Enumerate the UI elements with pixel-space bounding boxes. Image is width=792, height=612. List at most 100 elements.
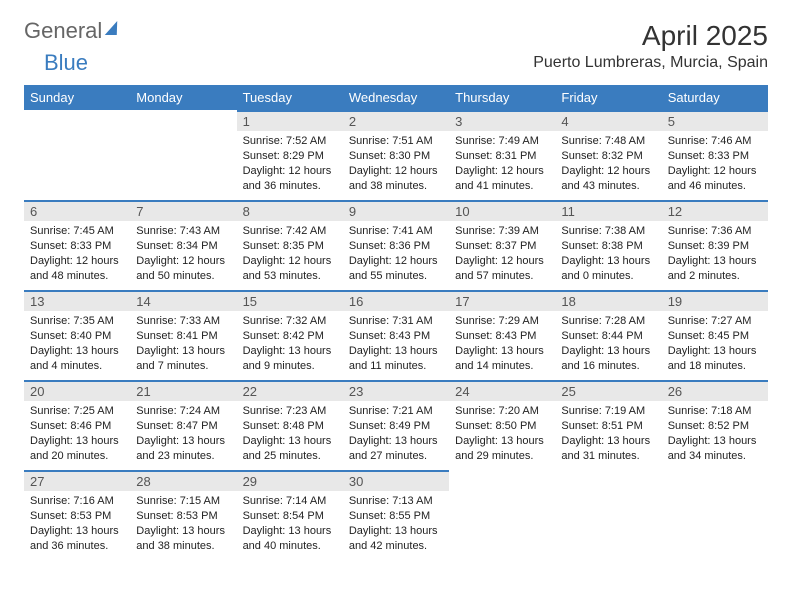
day-number: 8 bbox=[237, 200, 343, 221]
calendar-cell: 19Sunrise: 7:27 AMSunset: 8:45 PMDayligh… bbox=[662, 290, 768, 380]
sunset-line: Sunset: 8:36 PM bbox=[349, 239, 443, 254]
daylight-line: Daylight: 13 hours and 27 minutes. bbox=[349, 434, 443, 464]
day-details: Sunrise: 7:23 AMSunset: 8:48 PMDaylight:… bbox=[237, 401, 343, 470]
calendar-cell: 13Sunrise: 7:35 AMSunset: 8:40 PMDayligh… bbox=[24, 290, 130, 380]
logo-word-1: General bbox=[24, 20, 102, 42]
calendar-cell: 24Sunrise: 7:20 AMSunset: 8:50 PMDayligh… bbox=[449, 380, 555, 470]
daylight-line: Daylight: 12 hours and 48 minutes. bbox=[30, 254, 124, 284]
sunset-line: Sunset: 8:29 PM bbox=[243, 149, 337, 164]
daylight-line: Daylight: 12 hours and 53 minutes. bbox=[243, 254, 337, 284]
sunset-line: Sunset: 8:52 PM bbox=[668, 419, 762, 434]
logo-triangle-icon bbox=[105, 21, 119, 35]
sunrise-line: Sunrise: 7:36 AM bbox=[668, 224, 762, 239]
sunrise-line: Sunrise: 7:32 AM bbox=[243, 314, 337, 329]
calendar-cell: 14Sunrise: 7:33 AMSunset: 8:41 PMDayligh… bbox=[130, 290, 236, 380]
sunrise-line: Sunrise: 7:41 AM bbox=[349, 224, 443, 239]
sunrise-line: Sunrise: 7:49 AM bbox=[455, 134, 549, 149]
calendar-cell: 11Sunrise: 7:38 AMSunset: 8:38 PMDayligh… bbox=[555, 200, 661, 290]
sunset-line: Sunset: 8:51 PM bbox=[561, 419, 655, 434]
day-details: Sunrise: 7:43 AMSunset: 8:34 PMDaylight:… bbox=[130, 221, 236, 290]
day-details: Sunrise: 7:24 AMSunset: 8:47 PMDaylight:… bbox=[130, 401, 236, 470]
sunrise-line: Sunrise: 7:24 AM bbox=[136, 404, 230, 419]
day-details: Sunrise: 7:18 AMSunset: 8:52 PMDaylight:… bbox=[662, 401, 768, 470]
sunrise-line: Sunrise: 7:38 AM bbox=[561, 224, 655, 239]
calendar-cell: 26Sunrise: 7:18 AMSunset: 8:52 PMDayligh… bbox=[662, 380, 768, 470]
day-number: 11 bbox=[555, 200, 661, 221]
day-details: Sunrise: 7:13 AMSunset: 8:55 PMDaylight:… bbox=[343, 491, 449, 560]
sunset-line: Sunset: 8:40 PM bbox=[30, 329, 124, 344]
calendar-cell: 2Sunrise: 7:51 AMSunset: 8:30 PMDaylight… bbox=[343, 110, 449, 200]
sunrise-line: Sunrise: 7:15 AM bbox=[136, 494, 230, 509]
daylight-line: Daylight: 13 hours and 2 minutes. bbox=[668, 254, 762, 284]
day-number: 19 bbox=[662, 290, 768, 311]
daylight-line: Daylight: 13 hours and 11 minutes. bbox=[349, 344, 443, 374]
calendar-cell: 17Sunrise: 7:29 AMSunset: 8:43 PMDayligh… bbox=[449, 290, 555, 380]
sunrise-line: Sunrise: 7:33 AM bbox=[136, 314, 230, 329]
day-details: Sunrise: 7:35 AMSunset: 8:40 PMDaylight:… bbox=[24, 311, 130, 380]
day-number: 30 bbox=[343, 470, 449, 491]
daylight-line: Daylight: 13 hours and 31 minutes. bbox=[561, 434, 655, 464]
day-details: Sunrise: 7:29 AMSunset: 8:43 PMDaylight:… bbox=[449, 311, 555, 380]
day-number: 27 bbox=[24, 470, 130, 491]
day-number: 29 bbox=[237, 470, 343, 491]
sunset-line: Sunset: 8:32 PM bbox=[561, 149, 655, 164]
daylight-line: Daylight: 13 hours and 4 minutes. bbox=[30, 344, 124, 374]
sunrise-line: Sunrise: 7:52 AM bbox=[243, 134, 337, 149]
daylight-line: Daylight: 13 hours and 40 minutes. bbox=[243, 524, 337, 554]
sunrise-line: Sunrise: 7:27 AM bbox=[668, 314, 762, 329]
location-label: Puerto Lumbreras, Murcia, Spain bbox=[533, 54, 768, 72]
day-number: 26 bbox=[662, 380, 768, 401]
day-details: Sunrise: 7:51 AMSunset: 8:30 PMDaylight:… bbox=[343, 131, 449, 200]
daylight-line: Daylight: 12 hours and 43 minutes. bbox=[561, 164, 655, 194]
day-details: Sunrise: 7:49 AMSunset: 8:31 PMDaylight:… bbox=[449, 131, 555, 200]
calendar-cell: 25Sunrise: 7:19 AMSunset: 8:51 PMDayligh… bbox=[555, 380, 661, 470]
day-number-empty bbox=[555, 470, 661, 491]
day-number: 3 bbox=[449, 110, 555, 131]
daylight-line: Daylight: 13 hours and 38 minutes. bbox=[136, 524, 230, 554]
day-details: Sunrise: 7:52 AMSunset: 8:29 PMDaylight:… bbox=[237, 131, 343, 200]
day-details: Sunrise: 7:19 AMSunset: 8:51 PMDaylight:… bbox=[555, 401, 661, 470]
sunrise-line: Sunrise: 7:39 AM bbox=[455, 224, 549, 239]
calendar-cell: 3Sunrise: 7:49 AMSunset: 8:31 PMDaylight… bbox=[449, 110, 555, 200]
daylight-line: Daylight: 13 hours and 9 minutes. bbox=[243, 344, 337, 374]
calendar-cell: 4Sunrise: 7:48 AMSunset: 8:32 PMDaylight… bbox=[555, 110, 661, 200]
day-details: Sunrise: 7:33 AMSunset: 8:41 PMDaylight:… bbox=[130, 311, 236, 380]
daylight-line: Daylight: 13 hours and 16 minutes. bbox=[561, 344, 655, 374]
calendar-cell: 6Sunrise: 7:45 AMSunset: 8:33 PMDaylight… bbox=[24, 200, 130, 290]
daylight-line: Daylight: 12 hours and 57 minutes. bbox=[455, 254, 549, 284]
day-details: Sunrise: 7:27 AMSunset: 8:45 PMDaylight:… bbox=[662, 311, 768, 380]
weekday-header: Friday bbox=[555, 85, 661, 110]
day-number: 10 bbox=[449, 200, 555, 221]
sunrise-line: Sunrise: 7:16 AM bbox=[30, 494, 124, 509]
daylight-line: Daylight: 12 hours and 46 minutes. bbox=[668, 164, 762, 194]
calendar-week-row: 27Sunrise: 7:16 AMSunset: 8:53 PMDayligh… bbox=[24, 470, 768, 560]
sunset-line: Sunset: 8:39 PM bbox=[668, 239, 762, 254]
day-details: Sunrise: 7:39 AMSunset: 8:37 PMDaylight:… bbox=[449, 221, 555, 290]
calendar-cell: 12 Sunrise: 7:36 AMSunset: 8:39 PMDayligh… bbox=[662, 200, 768, 290]
day-details: Sunrise: 7:28 AMSunset: 8:44 PMDaylight:… bbox=[555, 311, 661, 380]
sunset-line: Sunset: 8:31 PM bbox=[455, 149, 549, 164]
sunset-line: Sunset: 8:30 PM bbox=[349, 149, 443, 164]
daylight-line: Daylight: 13 hours and 0 minutes. bbox=[561, 254, 655, 284]
sunrise-line: Sunrise: 7:43 AM bbox=[136, 224, 230, 239]
sunset-line: Sunset: 8:49 PM bbox=[349, 419, 443, 434]
sunset-line: Sunset: 8:37 PM bbox=[455, 239, 549, 254]
day-number: 14 bbox=[130, 290, 236, 311]
calendar-cell: 18Sunrise: 7:28 AMSunset: 8:44 PMDayligh… bbox=[555, 290, 661, 380]
day-details: Sunrise: 7:48 AMSunset: 8:32 PMDaylight:… bbox=[555, 131, 661, 200]
calendar-cell bbox=[555, 470, 661, 560]
sunset-line: Sunset: 8:55 PM bbox=[349, 509, 443, 524]
day-number: 7 bbox=[130, 200, 236, 221]
sunset-line: Sunset: 8:34 PM bbox=[136, 239, 230, 254]
calendar-cell: 22Sunrise: 7:23 AMSunset: 8:48 PMDayligh… bbox=[237, 380, 343, 470]
daylight-line: Daylight: 13 hours and 36 minutes. bbox=[30, 524, 124, 554]
day-details: Sunrise: 7:25 AMSunset: 8:46 PMDaylight:… bbox=[24, 401, 130, 470]
daylight-line: Daylight: 13 hours and 20 minutes. bbox=[30, 434, 124, 464]
calendar-cell: 30Sunrise: 7:13 AMSunset: 8:55 PMDayligh… bbox=[343, 470, 449, 560]
daylight-line: Daylight: 13 hours and 23 minutes. bbox=[136, 434, 230, 464]
day-number-empty bbox=[449, 470, 555, 491]
weekday-header: Monday bbox=[130, 85, 236, 110]
daylight-line: Daylight: 13 hours and 34 minutes. bbox=[668, 434, 762, 464]
day-number: 12 bbox=[662, 200, 768, 221]
day-number: 24 bbox=[449, 380, 555, 401]
